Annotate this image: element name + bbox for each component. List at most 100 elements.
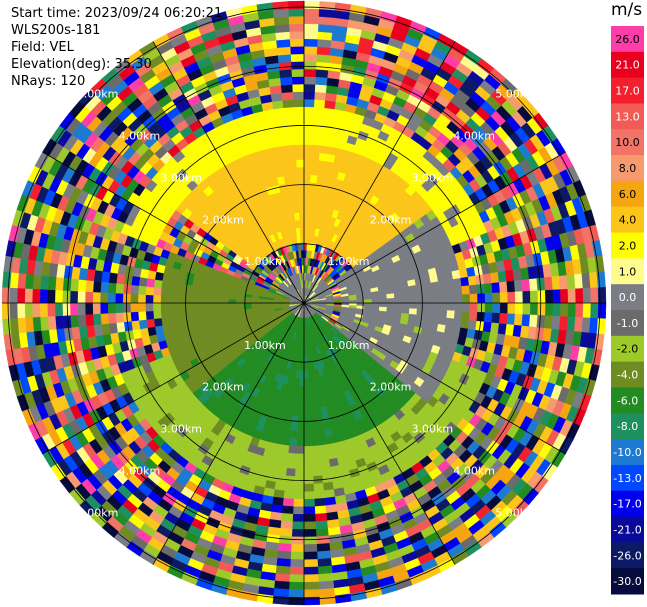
range-gate [468,311,478,322]
range-gate [309,415,317,424]
range-gate [386,293,395,299]
range-gate [521,314,531,327]
range-gate [317,38,332,48]
colorbar-tick-label: -10.0 [613,446,641,459]
range-gate [415,283,425,292]
range-gate [575,288,584,304]
range-gate [281,160,291,169]
range-gate [303,219,309,228]
range-gate [309,189,317,199]
range-gate [77,290,86,304]
range-gate [146,277,156,288]
range-gate [293,483,305,492]
range-gate [303,544,318,553]
range-gate [452,277,462,288]
range-gate [507,302,516,315]
range-gate [303,46,318,55]
range-gate [282,498,294,507]
range-gate [273,588,290,598]
range-gate [303,513,316,523]
range-gate [303,415,311,425]
range-gate [431,302,441,311]
colorbar-tick-label: 2.0 [619,239,637,252]
range-ring-label: 5.00km [77,506,119,519]
range-gate [16,302,26,319]
range-gate [137,302,146,312]
range-gate [499,292,509,304]
range-gate [182,296,192,304]
range-gate [279,528,293,537]
range-gate [416,308,425,316]
range-gate [183,314,193,323]
range-gate [482,321,492,333]
range-gate [303,98,315,108]
range-gate [297,189,305,198]
range-gate [438,287,448,297]
range-gate [310,159,320,169]
range-gate [303,204,310,213]
range-gate [316,543,331,553]
range-gate [416,296,426,304]
range-gate [47,289,56,304]
range-gate [312,467,323,477]
range-gate [303,61,317,70]
range-gate [295,453,305,462]
colorbar-tick-label: 0.0 [619,291,637,304]
range-ring-label: 1.00km [244,339,286,352]
range-gate [371,302,380,308]
range-gate [190,302,199,310]
range-gate [205,297,214,304]
range-gate [371,298,380,304]
range-gate [303,181,311,191]
range-gate [462,302,471,312]
range-gate [47,275,57,291]
range-ring-label: 3.00km [160,423,202,436]
range-gate [514,291,524,304]
range-gate [315,69,329,78]
range-gate [291,68,305,78]
range-gate [290,174,298,184]
range-gate [175,296,184,304]
range-ring-label: 4.00km [119,130,161,143]
range-gate [286,190,294,199]
range-gate [292,513,305,523]
range-gate [292,400,300,409]
range-gate [321,130,332,140]
range-gate [461,285,471,295]
range-gate [293,498,305,508]
range-gate [320,137,331,147]
range-gate [291,407,299,417]
range-gate [544,315,554,330]
range-gate [303,506,316,515]
range-gate [303,363,308,372]
range-gate [77,279,87,292]
range-gate [1,286,11,304]
range-gate [514,279,523,293]
range-gate [9,287,18,304]
range-gate [107,292,116,304]
range-gate [289,23,305,32]
range-gate [423,282,432,291]
range-gate [303,521,317,530]
range-gate [529,290,539,304]
range-ring-label: 5.00km [77,88,119,101]
range-gate [559,316,569,331]
range-gate [291,189,299,199]
range-gate [314,505,327,515]
range-gate [429,274,439,284]
range-gate [85,279,94,293]
range-gate [303,438,312,447]
range-gate [314,399,321,409]
range-gate [69,290,79,304]
range-gate [160,302,169,311]
range-gate [198,291,207,299]
range-gate [70,314,79,328]
range-gate [152,286,162,296]
range-gate [286,460,296,470]
range-gate [483,283,493,294]
range-gate [24,273,34,289]
range-gate [288,159,298,169]
range-gate [315,520,328,530]
range-gate [590,302,599,319]
range-gate [298,204,305,213]
